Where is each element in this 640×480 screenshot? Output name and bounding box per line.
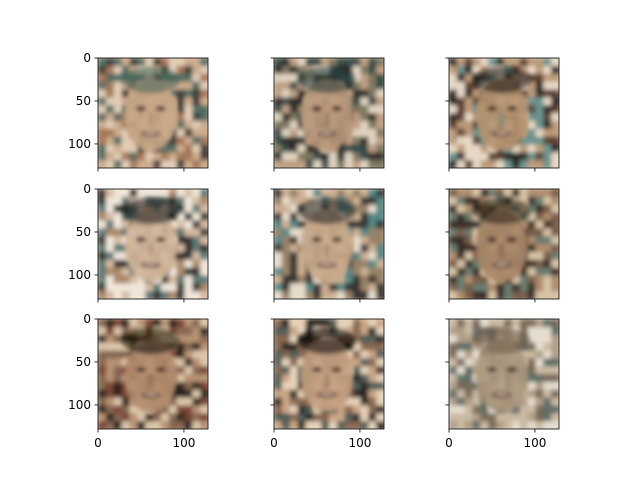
face-region (122, 197, 180, 283)
x-tick-label: 0 (94, 436, 102, 450)
subplot-r2c3 (445, 188, 560, 303)
face-region (122, 327, 180, 413)
y-tick-label: 100 (68, 137, 91, 151)
face-region (473, 327, 531, 413)
x-tick-label: 0 (270, 436, 278, 450)
generated-face-image (98, 319, 208, 429)
y-tick-label: 0 (83, 182, 91, 196)
subplot-r3c3: 0 100 (445, 318, 560, 450)
subplot-r1c2 (270, 57, 385, 172)
subplot-r1c3 (445, 57, 560, 172)
axes-frame (97, 318, 209, 430)
y-tick-label: 100 (68, 268, 91, 282)
generated-face-image (449, 58, 559, 168)
x-tick-label: 0 (445, 436, 453, 450)
axes-frame (448, 57, 560, 169)
y-tick-label: 0 (83, 51, 91, 65)
subplot-r1c1: 0 50 100 (68, 51, 209, 172)
face-region (298, 327, 356, 413)
subplot-r2c1: 0 50 100 (68, 182, 209, 303)
axes-frame (273, 318, 385, 430)
axes-frame (273, 188, 385, 300)
generated-face-image (98, 189, 208, 299)
face-region (298, 197, 356, 283)
subplot-r3c2: 0 100 (270, 318, 385, 450)
axes-frame (97, 57, 209, 169)
face-region (298, 66, 356, 152)
generated-face-image (449, 189, 559, 299)
x-tick-label: 100 (172, 436, 195, 450)
face-region (122, 66, 180, 152)
x-tick-label: 100 (348, 436, 371, 450)
y-tick-label: 50 (76, 225, 91, 239)
generated-face-image (274, 319, 384, 429)
generated-face-image (449, 319, 559, 429)
y-tick-label: 50 (76, 355, 91, 369)
generated-face-image (274, 58, 384, 168)
subplot-r3c1: 0 50 100 0 100 (68, 312, 209, 450)
axes-frame (273, 57, 385, 169)
axes-frame (448, 318, 560, 430)
axes-frame (97, 188, 209, 300)
y-tick-label: 50 (76, 94, 91, 108)
face-region (473, 66, 531, 152)
axes-frame (448, 188, 560, 300)
generated-face-image (274, 189, 384, 299)
face-region (473, 197, 531, 283)
y-tick-label: 0 (83, 312, 91, 326)
x-tick-label: 100 (523, 436, 546, 450)
y-tick-label: 100 (68, 398, 91, 412)
generated-face-image (98, 58, 208, 168)
subplot-r2c2 (270, 188, 385, 303)
